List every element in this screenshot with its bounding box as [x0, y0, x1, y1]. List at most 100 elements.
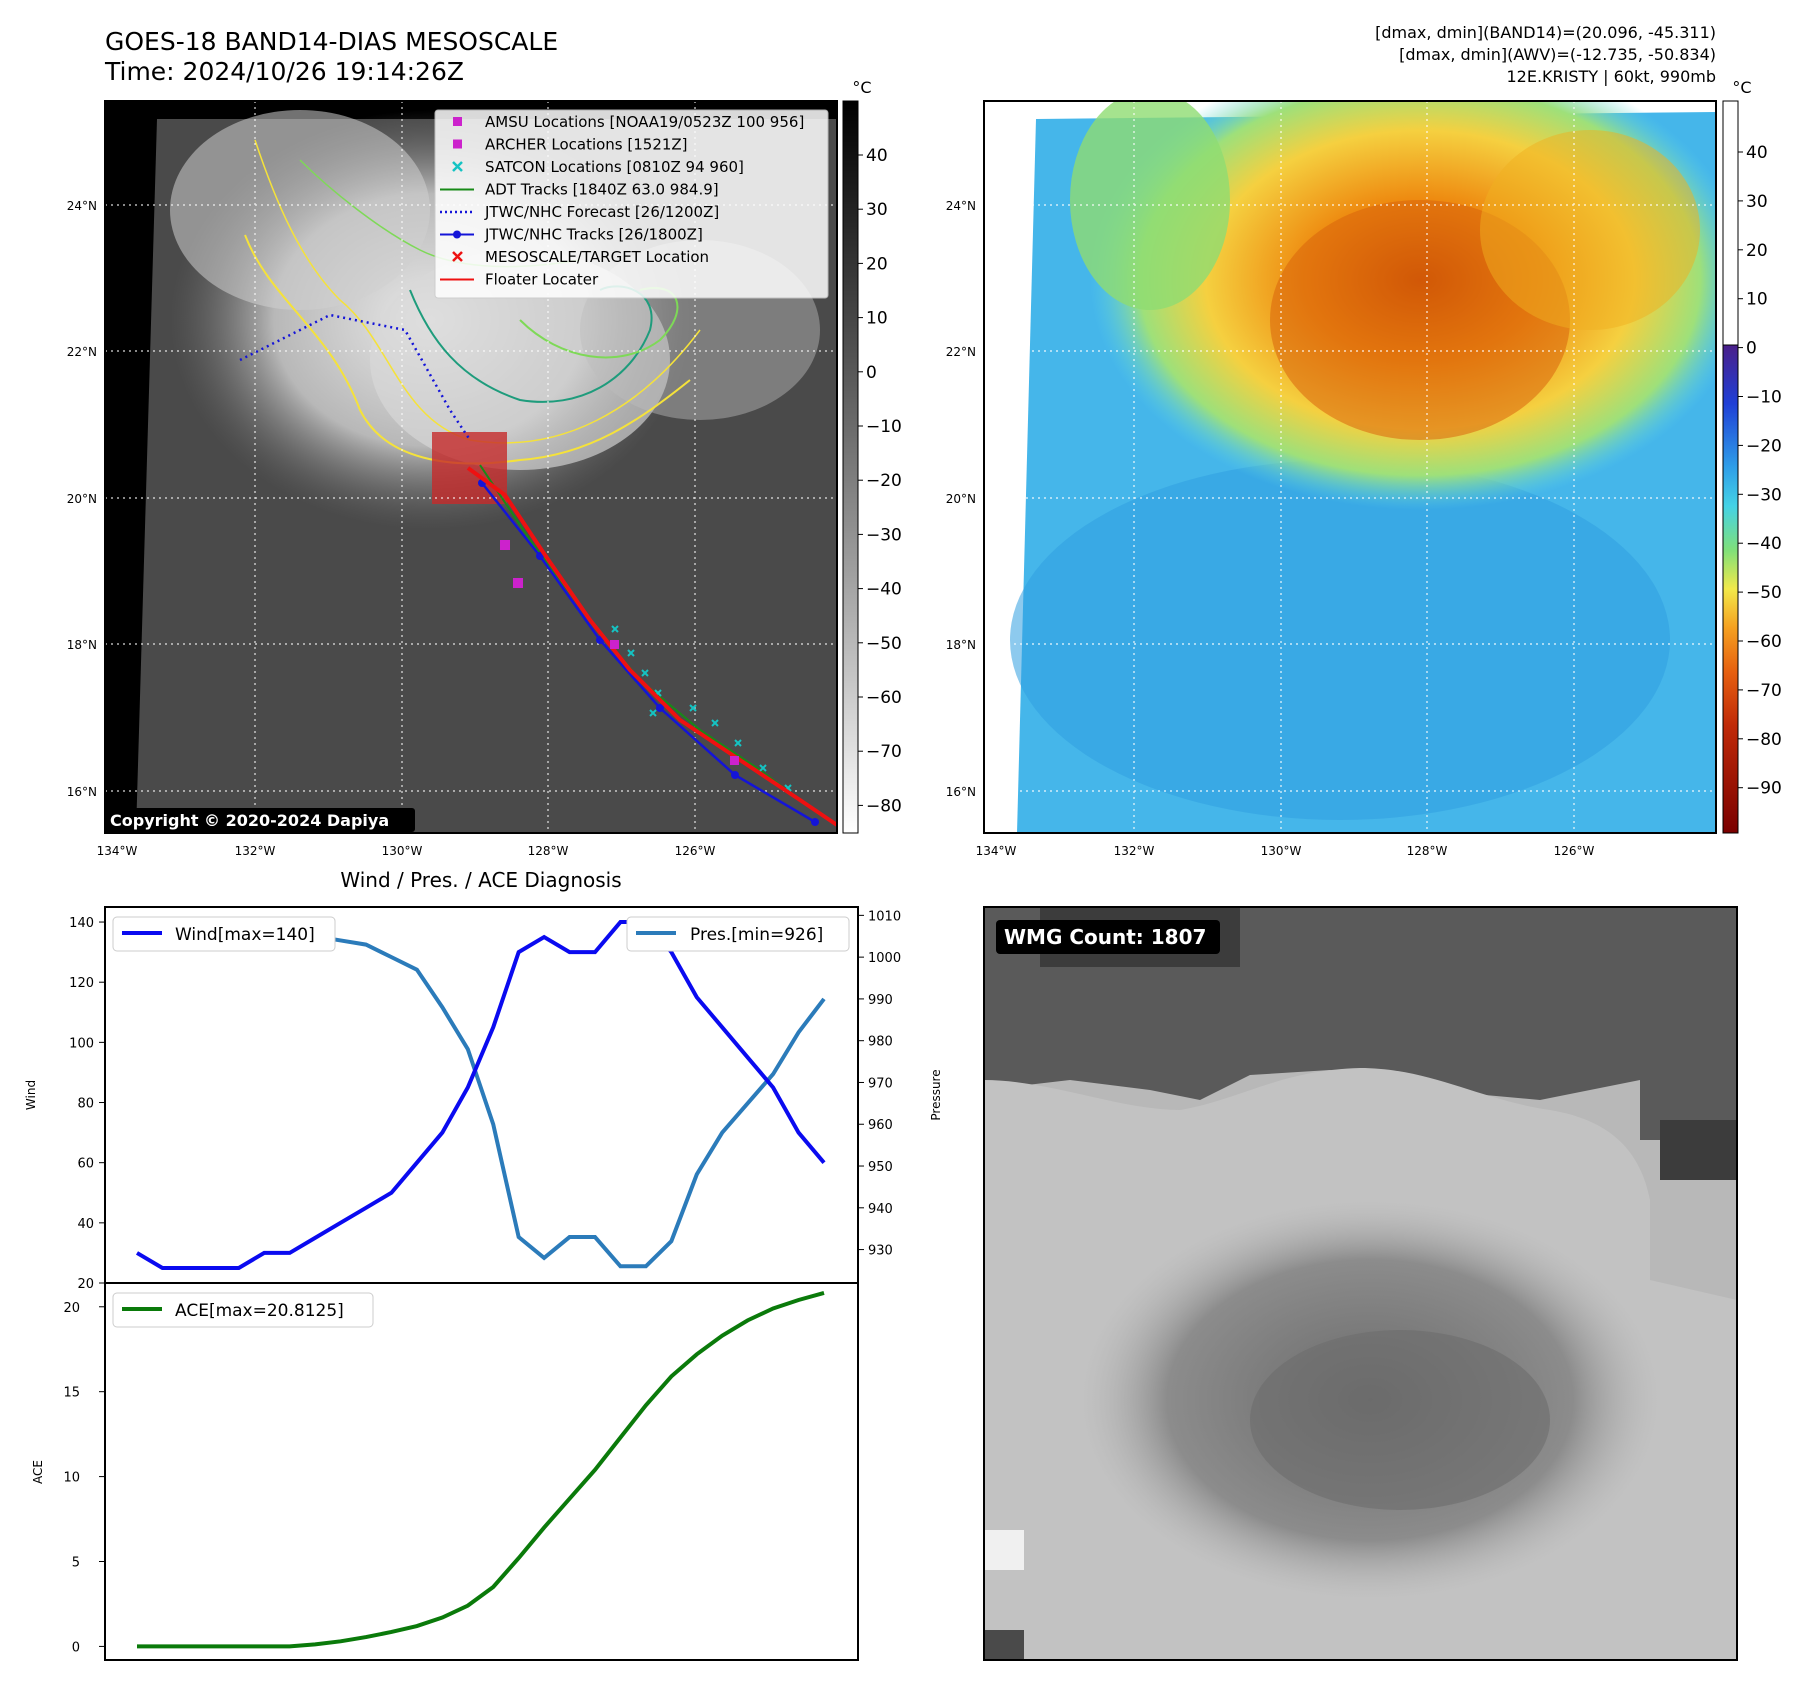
legend-label: JTWC/NHC Forecast [26/1200Z]: [484, 203, 719, 221]
info-band14-range: [dmax, dmin](BAND14)=(20.096, -45.311): [1375, 23, 1716, 42]
ir-colorbar-unit: °C: [852, 78, 871, 97]
wmg-panel: WMG Count: 1807: [983, 906, 1738, 1661]
wind-pressure-chart: 20 40 60 80 100 120 140 930 940 950 960 970 980 990 1…: [24, 906, 943, 1292]
ace-axis-label: ACE: [31, 1460, 45, 1484]
colorbar-tick-label: 20: [866, 254, 888, 274]
legend-label: ARCHER Locations [1521Z]: [485, 136, 688, 154]
colorbar-tick-label: −80: [866, 796, 902, 816]
legend-entry: ADT Tracks [1840Z 63.0 984.9]: [440, 181, 719, 199]
wind-tick-label: 80: [77, 1097, 94, 1112]
legend-label: AMSU Locations [NOAA19/0523Z 100 956]: [485, 113, 804, 131]
colorbar-tick-label: −60: [1746, 632, 1782, 652]
lat-label: 18°N: [946, 638, 976, 652]
colorbar-tick-label: −20: [866, 471, 902, 491]
wind-series-line: [135, 920, 826, 1270]
legend-entry: MESOSCALE/TARGET Location: [452, 248, 709, 266]
wind-tick-label: 140: [69, 916, 94, 931]
colorbar-tick-label: 40: [866, 146, 888, 166]
jtwc-best-track: [481, 482, 816, 824]
pressure-legend: Pres.[min=926]: [626, 916, 850, 952]
colorbar-tick-label: 30: [1746, 192, 1768, 212]
contour-yellow-2: [254, 139, 701, 444]
colorbar-tick-label: −30: [1746, 485, 1782, 505]
pressure-tick-label: 990: [868, 993, 893, 1008]
wind-legend: Wind[max=140]: [112, 916, 336, 952]
wmg-eye-core: [1250, 1330, 1550, 1510]
wind-legend-label: Wind[max=140]: [175, 925, 315, 945]
legend-entry: AMSU Locations [NOAA19/0523Z 100 956]: [453, 113, 804, 131]
ir-map-panel: AMSU Locations [NOAA19/0523Z 100 956] ARC…: [104, 100, 838, 834]
legend-label: ADT Tracks [1840Z 63.0 984.9]: [485, 181, 719, 199]
colorbar-tick-label: −10: [1746, 388, 1782, 408]
colorbar-tick-label: −70: [1746, 681, 1782, 701]
wmg-count-badge: [996, 920, 1220, 954]
legend-square-marker: [453, 139, 462, 149]
lon-label: 128°W: [1407, 844, 1448, 858]
lon-label: 132°W: [1114, 844, 1155, 858]
ir-colorbar-gradient: [842, 100, 859, 834]
wv-moist-north: [1070, 101, 1230, 310]
lat-label: 16°N: [67, 785, 97, 799]
ir-cloud-core: [370, 250, 670, 470]
pressure-tick-label: 960: [868, 1118, 893, 1133]
lat-label: 24°N: [67, 199, 97, 213]
floater-locater-track: [466, 466, 837, 827]
lon-label: 132°W: [235, 844, 276, 858]
ace-tick-label: 0: [72, 1640, 80, 1655]
info-storm: 12E.KRISTY | 60kt, 990mb: [1507, 67, 1717, 86]
wind-axis-label: Wind: [24, 1080, 38, 1110]
wv-east-band: [1480, 130, 1700, 330]
legend-x-marker: [452, 161, 463, 172]
wv-colorbar-unit: °C: [1732, 78, 1751, 97]
pressure-axis-label: Pressure: [929, 1069, 943, 1120]
copyright-badge: [105, 808, 415, 832]
wv-map-frame: [983, 100, 1717, 834]
contour-yellow-1: [244, 234, 691, 465]
figure-time: Time: 2024/10/26 19:14:26Z: [104, 57, 464, 86]
ace-series-line: [137, 1291, 825, 1649]
colorbar-tick-label: −30: [866, 525, 902, 545]
wv-map-gridlines: [984, 101, 1716, 833]
pressure-tick-label: 980: [868, 1035, 893, 1050]
lon-label: 126°W: [1554, 844, 1595, 858]
ace-chart-frame: [104, 1282, 859, 1661]
pressure-tick-label: 930: [868, 1244, 893, 1259]
info-awv-range: [dmax, dmin](AWV)=(-12.735, -50.834): [1399, 45, 1716, 64]
wind-tick-label: 60: [77, 1157, 94, 1172]
ace-tick-label: 15: [63, 1386, 80, 1401]
colorbar-tick-label: 30: [866, 200, 888, 220]
legend-x-marker: [452, 251, 463, 262]
wv-map-panel: [983, 100, 1717, 834]
colorbar-tick-label: −80: [1746, 730, 1782, 750]
wmg-bright-pixel: [984, 1530, 1024, 1570]
colorbar-tick-label: 20: [1746, 241, 1768, 261]
wv-map-axis-labels: 24°N 22°N 20°N 18°N 16°N 134°W 132°W 130…: [946, 199, 1595, 858]
wv-dry-band: [1010, 460, 1670, 820]
jtwc-forecast-track: [239, 313, 472, 441]
legend-label: SATCON Locations [0810Z 94 960]: [485, 158, 744, 176]
legend-entry: JTWC/NHC Forecast [26/1200Z]: [440, 203, 719, 221]
ace-tick-label: 20: [63, 1301, 80, 1316]
pressure-legend-label: Pres.[min=926]: [690, 925, 823, 945]
wv-colorbar: °C 40 30 20 10 0 −10 −20 −30 −40 −50 −60 −70 −80 −90: [1722, 78, 1782, 834]
lon-label: 134°W: [97, 844, 138, 858]
ace-legend: ACE[max=20.8125]: [112, 1292, 374, 1328]
wv-colorbar-lower: [1722, 344, 1739, 834]
legend-entry: SATCON Locations [0810Z 94 960]: [452, 158, 744, 176]
lon-label: 130°W: [1261, 844, 1302, 858]
wmg-count-text: WMG Count: 1807: [1004, 925, 1206, 949]
ir-cloud-north: [170, 110, 430, 310]
ir-map-frame: [104, 100, 838, 834]
lat-label: 20°N: [946, 492, 976, 506]
wind-tick-label: 100: [69, 1036, 94, 1051]
legend-label: MESOSCALE/TARGET Location: [485, 248, 709, 266]
lat-label: 18°N: [67, 638, 97, 652]
colorbar-tick-label: −50: [866, 634, 902, 654]
colorbar-tick-label: 0: [1746, 339, 1757, 359]
pressure-tick-label: 1010: [868, 909, 901, 924]
colorbar-tick-label: 40: [1746, 143, 1768, 163]
pressure-tick-label: 1000: [868, 951, 901, 966]
wv-colorbar-upper: [1722, 100, 1739, 346]
colorbar-tick-label: −10: [866, 417, 902, 437]
